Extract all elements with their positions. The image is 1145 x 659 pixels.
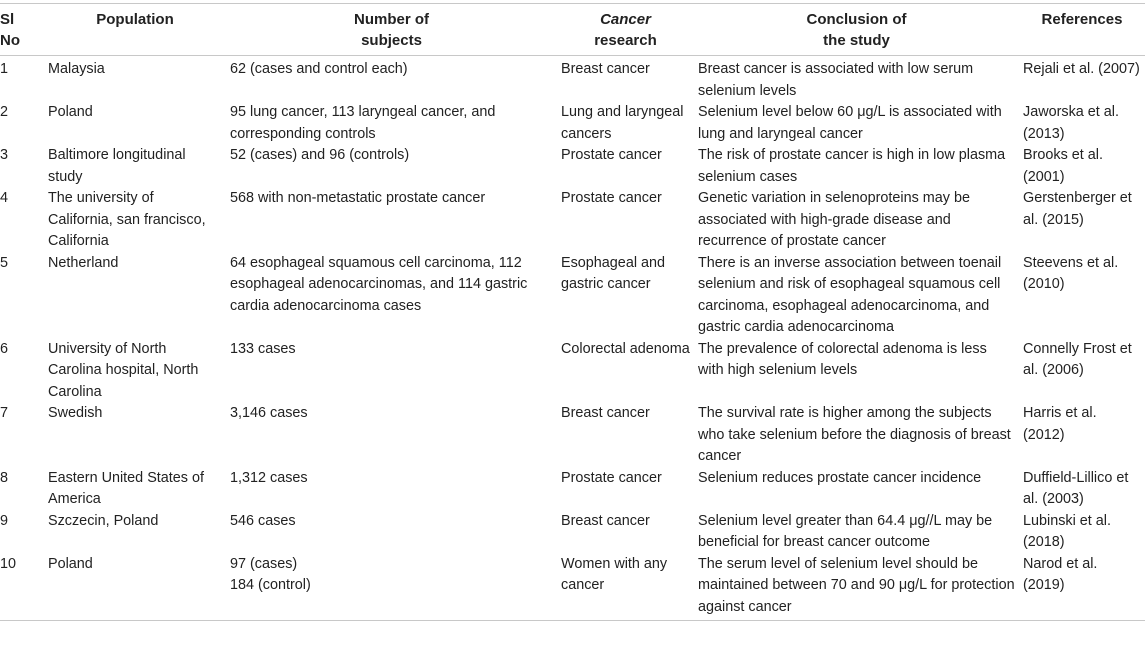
cell-reference: Harris et al. (2012) <box>1023 405 1097 443</box>
table-row: 4 The university of California, san franc… <box>0 188 1145 253</box>
header-row: Sl No Population Number of subjects Canc… <box>0 3 1145 56</box>
cell-population: The university of California, san franci… <box>48 190 206 249</box>
cell-sl-no: 8 <box>0 469 9 486</box>
cell-sl-no: 7 <box>0 405 9 421</box>
cell-cancer-research: Colorectal adenoma <box>561 340 690 357</box>
cell-reference: Rejali et al. (2007) <box>1023 61 1140 77</box>
cell-cancer-research: Prostate cancer <box>561 147 662 163</box>
cell-number-of-subjects: 133 cases <box>230 340 296 357</box>
cell-conclusion: The prevalence of colorectal adenoma is … <box>698 340 987 379</box>
selenium-cancer-studies-table: Sl No Population Number of subjects Canc… <box>0 3 1145 621</box>
table-row: 6 University of North Carolina hospital, … <box>0 339 1145 404</box>
table-row: 5 Netherland 64 esophageal squamous cell c… <box>0 253 1145 339</box>
cell-population: Eastern United States of America <box>48 469 204 508</box>
cell-population: Poland <box>48 104 93 120</box>
cell-sl-no: 9 <box>0 512 9 529</box>
cell-sl-no: 5 <box>0 254 9 271</box>
cell-conclusion: Selenium level greater than 64.4 μg//L m… <box>698 512 993 551</box>
cell-conclusion: The survival rate is higher among the su… <box>698 405 1011 464</box>
cell-conclusion: Selenium level below 60 μg/L is associat… <box>698 104 1002 142</box>
cell-sl-no: 4 <box>0 190 9 206</box>
table-row: 8 Eastern United States of America 1,312 c… <box>0 468 1145 511</box>
cell-conclusion: Selenium reduces prostate cancer inciden… <box>698 469 982 486</box>
cell-population: Poland <box>44 553 226 621</box>
table-row: 2 Poland 95 lung cancer, 113 laryngeal can… <box>0 102 1145 145</box>
cell-reference: Steevens et al. (2010) <box>1023 254 1119 293</box>
table-row: 1 Malaysia 62 (cases and control each) Brea… <box>0 56 1145 103</box>
header-research: research <box>594 32 657 49</box>
cell-reference: Brooks et al. (2001) <box>1023 147 1103 185</box>
cell-conclusion: There is an inverse association between … <box>698 254 1002 336</box>
header-cancer-italic: Cancer <box>600 11 651 28</box>
cell-number-of-subjects: 52 (cases) and 96 (controls) <box>230 147 410 163</box>
cell-sl-no: 1 <box>0 61 9 77</box>
cell-number-of-subjects: 97 (cases) 184 (control) <box>226 553 557 621</box>
table-row: 7 Swedish 3,146 cases Breast cancer The surv… <box>0 403 1145 468</box>
header-conclusion: Conclusion of the study <box>694 3 1019 56</box>
cell-population: Netherland <box>48 254 119 271</box>
cell-conclusion: The risk of prostate cancer is high in l… <box>698 147 1006 185</box>
cell-cancer-research: Prostate cancer <box>561 469 662 486</box>
cell-population: Baltimore longitudinal study <box>48 147 186 185</box>
table-header: Sl No Population Number of subjects Canc… <box>0 3 1145 56</box>
header-sl-no: Sl No <box>0 3 44 56</box>
cell-sl-no: 10 <box>0 553 44 621</box>
table-row: 3 Baltimore longitudinal study 52 (cases) … <box>0 145 1145 188</box>
cell-reference: Narod et al. (2019) <box>1019 553 1145 621</box>
cell-cancer-research: Lung and laryngeal cancers <box>561 104 684 142</box>
cell-cancer-research: Breast cancer <box>561 61 650 77</box>
cell-sl-no: 3 <box>0 147 9 163</box>
cell-reference: Lubinski et al. (2018) <box>1023 512 1111 551</box>
cell-cancer-research: Esophageal and gastric cancer <box>561 254 666 293</box>
cell-sl-no: 2 <box>0 104 9 120</box>
cell-reference: Duffield-Lillico et al. (2003) <box>1023 469 1129 508</box>
cell-number-of-subjects: 546 cases <box>230 512 296 529</box>
header-population: Population <box>44 3 226 56</box>
cell-cancer-research: Breast cancer <box>561 512 650 529</box>
cell-population: Szczecin, Poland <box>48 512 159 529</box>
table-body: 1 Malaysia 62 (cases and control each) Brea… <box>0 56 1145 621</box>
header-references: References <box>1019 3 1145 56</box>
cell-sl-no: 6 <box>0 340 9 357</box>
cell-number-of-subjects: 568 with non-metastatic prostate cancer <box>230 190 486 206</box>
cell-reference: Gerstenberger et al. (2015) <box>1023 190 1132 228</box>
header-cancer-research: Cancer research <box>557 3 694 56</box>
header-number-of-subjects: Number of subjects <box>226 3 557 56</box>
cell-conclusion: Breast cancer is associated with low ser… <box>698 61 974 99</box>
cell-conclusion: The serum level of selenium level should… <box>694 553 1019 621</box>
cell-cancer-research: Prostate cancer <box>561 190 662 206</box>
cell-cancer-research: Breast cancer <box>561 405 650 421</box>
cell-reference: Connelly Frost et al. (2006) <box>1023 340 1132 379</box>
cell-reference: Jaworska et al. (2013) <box>1023 104 1119 142</box>
cell-cancer-research: Women with any cancer <box>557 553 694 621</box>
table-row: 10 Poland 97 (cases) 184 (control) Women wi… <box>0 553 1145 621</box>
cell-number-of-subjects: 62 (cases and control each) <box>230 61 408 77</box>
cell-number-of-subjects: 64 esophageal squamous cell carcinoma, 1… <box>230 254 528 314</box>
cell-number-of-subjects: 1,312 cases <box>230 469 308 486</box>
cell-conclusion: Genetic variation in selenoproteins may … <box>698 190 970 249</box>
cell-population: Malaysia <box>48 61 105 77</box>
cell-number-of-subjects: 95 lung cancer, 113 laryngeal cancer, an… <box>230 104 496 142</box>
table-row: 9 Szczecin, Poland 546 cases Breast cancer S… <box>0 511 1145 554</box>
cell-population: University of North Carolina hospital, N… <box>48 340 199 400</box>
cell-number-of-subjects: 3,146 cases <box>230 405 308 421</box>
cell-population: Swedish <box>48 405 103 421</box>
